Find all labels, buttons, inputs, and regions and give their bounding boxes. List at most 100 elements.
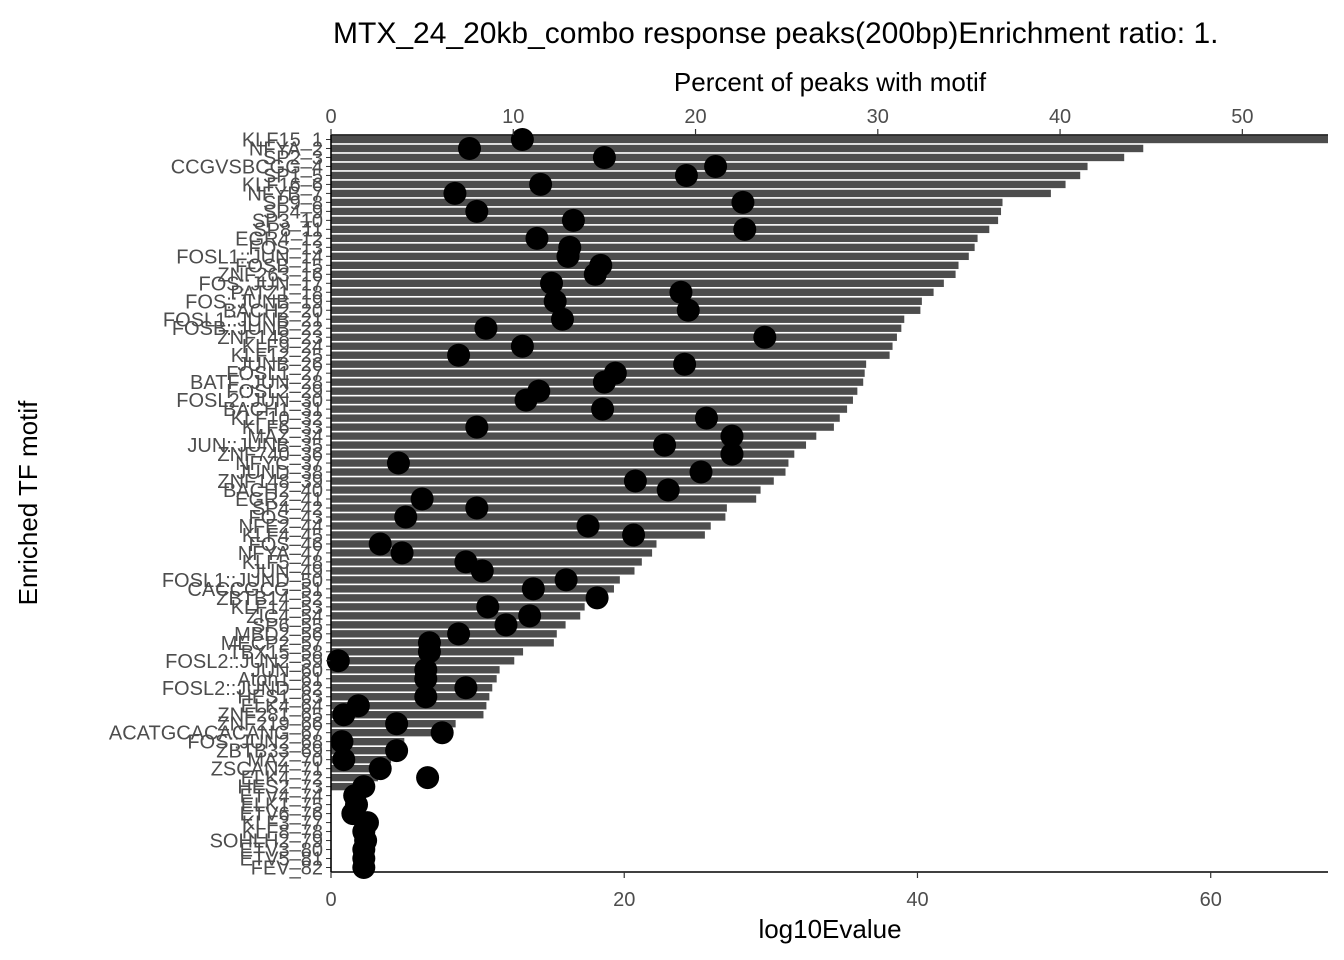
bar [331,693,490,701]
y-tick-label: ETV3_80 [240,840,323,862]
point [720,442,744,466]
y-tick-label: JUND_38 [236,462,323,484]
point [576,514,600,538]
bar [331,450,795,458]
bar [331,459,789,467]
point [585,586,609,610]
y-tick-label: FOSL1_27 [226,363,323,385]
y-tick-label: MAZ_70 [247,750,323,772]
y-tick-label: CCGVSBCGG_4 [171,156,323,178]
x-tick-label: 20 [613,889,635,911]
bar [331,729,439,737]
bar [331,360,867,368]
y-tick-label: KLF8_78 [242,822,323,844]
bar [331,675,497,683]
bar [331,477,774,485]
point [368,757,392,781]
y-tick-label: NFYA_2 [249,138,323,160]
x-tick-label: 40 [906,889,928,911]
point [430,721,454,745]
point [385,712,409,736]
point [443,181,467,205]
y-tick-label: JUN_60 [251,660,323,682]
point [332,748,356,772]
y-tick-label: ELK4_64 [241,696,323,718]
y-tick-label: ZNF740_36 [217,444,323,466]
y-tick-label: ZBTB33_69 [216,741,323,763]
point [592,370,616,394]
y-tick-label: SP6_55 [252,615,323,637]
bar [331,531,705,539]
bar [331,288,934,296]
point [458,136,482,160]
y-tick-label: MBD2_56 [234,624,323,646]
bar [331,279,944,287]
y-tick-label: ZBTB14_52 [216,588,323,610]
y-tick-label: FOS_43 [249,507,323,529]
y-tick-label: KLF9_24 [242,336,323,358]
point [368,532,392,556]
bar [331,396,853,404]
bar [331,746,399,755]
top-tick-label: 0 [325,106,336,128]
top-tick-label: 40 [1049,106,1071,128]
point [583,262,607,286]
bar [331,594,597,602]
y-tick-label: SP1_5 [263,165,323,187]
point [550,307,574,331]
y-tick-label: SP8_11 [253,219,323,241]
point [447,343,471,367]
bar [331,297,922,305]
bar [331,144,1144,153]
bar [331,243,975,252]
y-tick-label: NFYA_47 [238,543,323,565]
y-tick-label: FOSL1::JUNB_21 [163,309,323,331]
point [494,613,518,637]
y-tick-label: PATZ1_18 [230,282,323,304]
y-tick-label: ZIC4_54 [246,606,323,628]
bar [331,342,893,350]
point [414,685,438,709]
point [720,424,744,448]
y-tick-label: FEV_82 [251,858,323,880]
bar [331,486,761,494]
top-tick-label: 10 [502,106,524,128]
point [514,388,538,412]
y-tick-label: ZNF148_23 [217,327,323,349]
point [326,649,350,673]
bar [331,549,653,557]
y-tick-label: Atoh1_61 [237,669,323,691]
point [694,406,718,430]
y-tick-label: KLF6_33 [242,417,323,439]
y-tick-label: SP3_10 [252,210,323,232]
y-tick-label: BACH2_40 [223,480,323,502]
y-tick-label: BACH2_20 [223,300,323,322]
bar [331,153,1125,162]
point [510,334,534,358]
y-tick-label: ZSCAN4_71 [211,759,323,781]
bar [331,387,858,395]
y-tick-label: ETV5_81 [240,849,323,871]
point [540,271,564,295]
point [525,226,549,250]
bar [331,198,1003,207]
point [410,487,434,511]
point [465,415,489,439]
point [352,856,376,880]
y-tick-label: FOSL2::JUN_30 [176,390,323,412]
point [332,703,356,727]
point [385,739,409,763]
point-series [326,127,777,880]
point [731,190,755,214]
bar [331,630,557,638]
bar [331,423,834,431]
bar [331,171,1081,180]
point [676,298,700,322]
y-tick-label: KLF15_1 [242,129,323,151]
bar [331,702,487,710]
y-tick-label: EGR4_12 [235,228,323,250]
point [414,667,438,691]
y-tick-label: HES2_73 [237,777,323,799]
point [390,541,414,565]
bar [331,324,902,332]
